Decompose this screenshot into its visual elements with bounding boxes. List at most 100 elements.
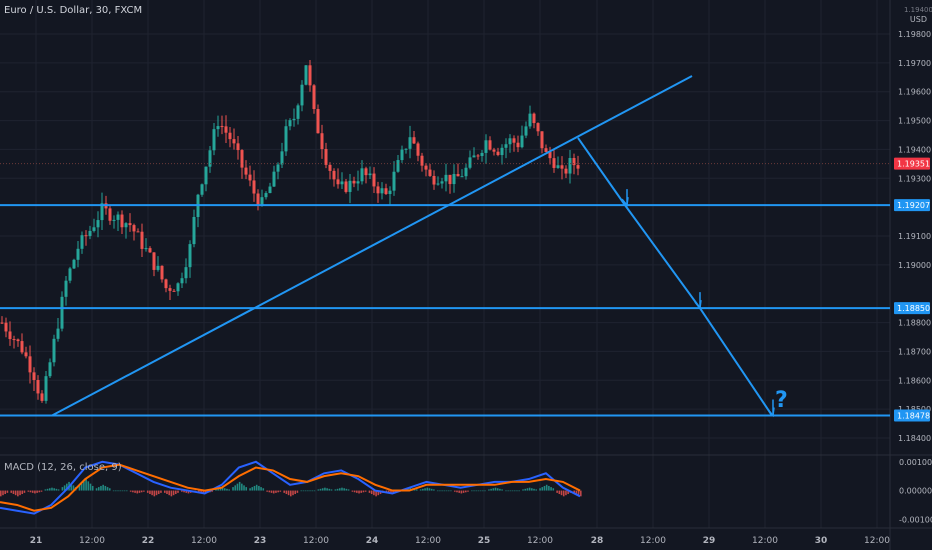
macd-histogram-bar <box>313 490 316 492</box>
price-axis-unit-label: USD <box>909 15 928 24</box>
current-price-tag: 1.19351 <box>897 160 930 169</box>
candle-body <box>276 164 280 172</box>
candle-body <box>544 148 548 152</box>
macd-histogram-bar <box>580 490 582 497</box>
macd-histogram-bar <box>482 490 484 492</box>
candle-body <box>280 151 284 165</box>
candle-body <box>124 223 128 228</box>
candle-body <box>248 174 252 181</box>
macd-histogram-bar <box>10 490 13 493</box>
candle-body <box>556 165 560 168</box>
candle-body <box>44 376 48 401</box>
candle-body <box>392 171 396 191</box>
macd-histogram-bar <box>57 489 60 491</box>
candle-body <box>348 180 352 192</box>
macd-histogram-bar <box>494 487 497 491</box>
macd-histogram-bar <box>475 490 478 492</box>
macd-histogram-bar <box>136 490 139 494</box>
macd-histogram-bar <box>174 490 177 495</box>
price-tick-label: 1.19600 <box>898 88 931 97</box>
price-tick-label: 1.19700 <box>898 59 931 68</box>
candle-body <box>68 268 72 281</box>
candle-body <box>468 157 472 168</box>
macd-histogram-bar <box>522 489 524 491</box>
candle-body <box>112 219 116 221</box>
candle-body <box>88 230 92 237</box>
candle-body <box>576 165 580 169</box>
macd-histogram-bar <box>347 489 350 491</box>
macd-histogram-bar <box>23 490 26 493</box>
macd-histogram-bar <box>146 490 149 493</box>
candle-body <box>92 227 96 231</box>
macd-histogram-bar <box>106 487 109 491</box>
macd-histogram-bar <box>447 490 450 492</box>
signal-line <box>0 463 581 512</box>
candle-body <box>540 131 544 149</box>
candle-body <box>260 197 264 205</box>
macd-histogram-bar <box>168 490 170 496</box>
macd-tick-label: 0.00100 <box>899 458 932 467</box>
macd-histogram-bar <box>91 485 94 491</box>
macd-histogram-bar <box>160 490 162 493</box>
macd-histogram-bar <box>157 490 160 495</box>
candle-body <box>256 193 260 205</box>
candle-body <box>28 356 32 373</box>
macd-histogram-bar <box>338 488 341 491</box>
macd-histogram-bar <box>567 490 569 495</box>
candle-body <box>352 180 356 184</box>
candle-body <box>480 152 484 156</box>
macd-histogram-bar <box>198 490 200 492</box>
time-tick-label: 30 <box>815 536 828 546</box>
macd-histogram-bar <box>31 490 34 493</box>
candle-body <box>296 105 300 119</box>
macd-histogram-bar <box>385 490 388 492</box>
candle-body <box>376 186 380 194</box>
macd-histogram-bar <box>443 490 446 492</box>
candle-body <box>96 220 100 228</box>
macd-histogram-bar <box>330 489 333 491</box>
candle-body <box>332 170 336 180</box>
candle-body <box>488 140 492 150</box>
candle-body <box>228 132 232 140</box>
candle-body <box>20 341 24 353</box>
macd-histogram-bar <box>499 488 501 491</box>
price-tick-label: 1.19000 <box>898 261 931 270</box>
macd-histogram-bar <box>516 490 518 492</box>
macd-histogram-bar <box>236 483 239 491</box>
macd-histogram-bar <box>351 490 354 492</box>
time-tick-label: 25 <box>478 536 491 546</box>
candle-body <box>420 155 424 166</box>
projection-arrow-head <box>767 407 775 418</box>
price-tick-label: 1.19100 <box>898 232 931 241</box>
candle-body <box>184 267 188 279</box>
macd-histogram-bar <box>251 487 254 491</box>
candle-body <box>224 126 228 133</box>
macd-histogram-bar <box>575 490 578 495</box>
candle-body <box>160 265 164 280</box>
question-mark-annotation: ? <box>775 388 788 413</box>
macd-histogram-bar <box>100 485 102 491</box>
time-tick-label: 22 <box>142 536 155 546</box>
macd-histogram-bar <box>172 490 175 496</box>
candle-body <box>244 167 248 175</box>
macd-histogram-bar <box>4 490 6 495</box>
macd-histogram-bar <box>51 487 53 491</box>
candle-body <box>436 183 440 185</box>
candle-body <box>404 148 408 150</box>
macd-histogram-bar <box>70 483 73 491</box>
macd-histogram-bar <box>490 488 492 491</box>
macd-histogram-bar <box>560 490 563 496</box>
macd-histogram-bar <box>358 490 360 494</box>
candle-body <box>520 135 524 148</box>
macd-histogram-bar <box>541 487 544 491</box>
macd-histogram-bar <box>232 487 234 491</box>
macd-histogram-bar <box>390 490 392 493</box>
macd-histogram-bar <box>360 490 363 493</box>
macd-histogram-bar <box>112 490 115 492</box>
candle-body <box>232 139 236 144</box>
candle-body <box>144 248 148 250</box>
macd-histogram-bar <box>422 488 424 491</box>
macd-title: MACD (12, 26, close, 9) <box>4 462 122 473</box>
candle-body <box>552 158 556 168</box>
